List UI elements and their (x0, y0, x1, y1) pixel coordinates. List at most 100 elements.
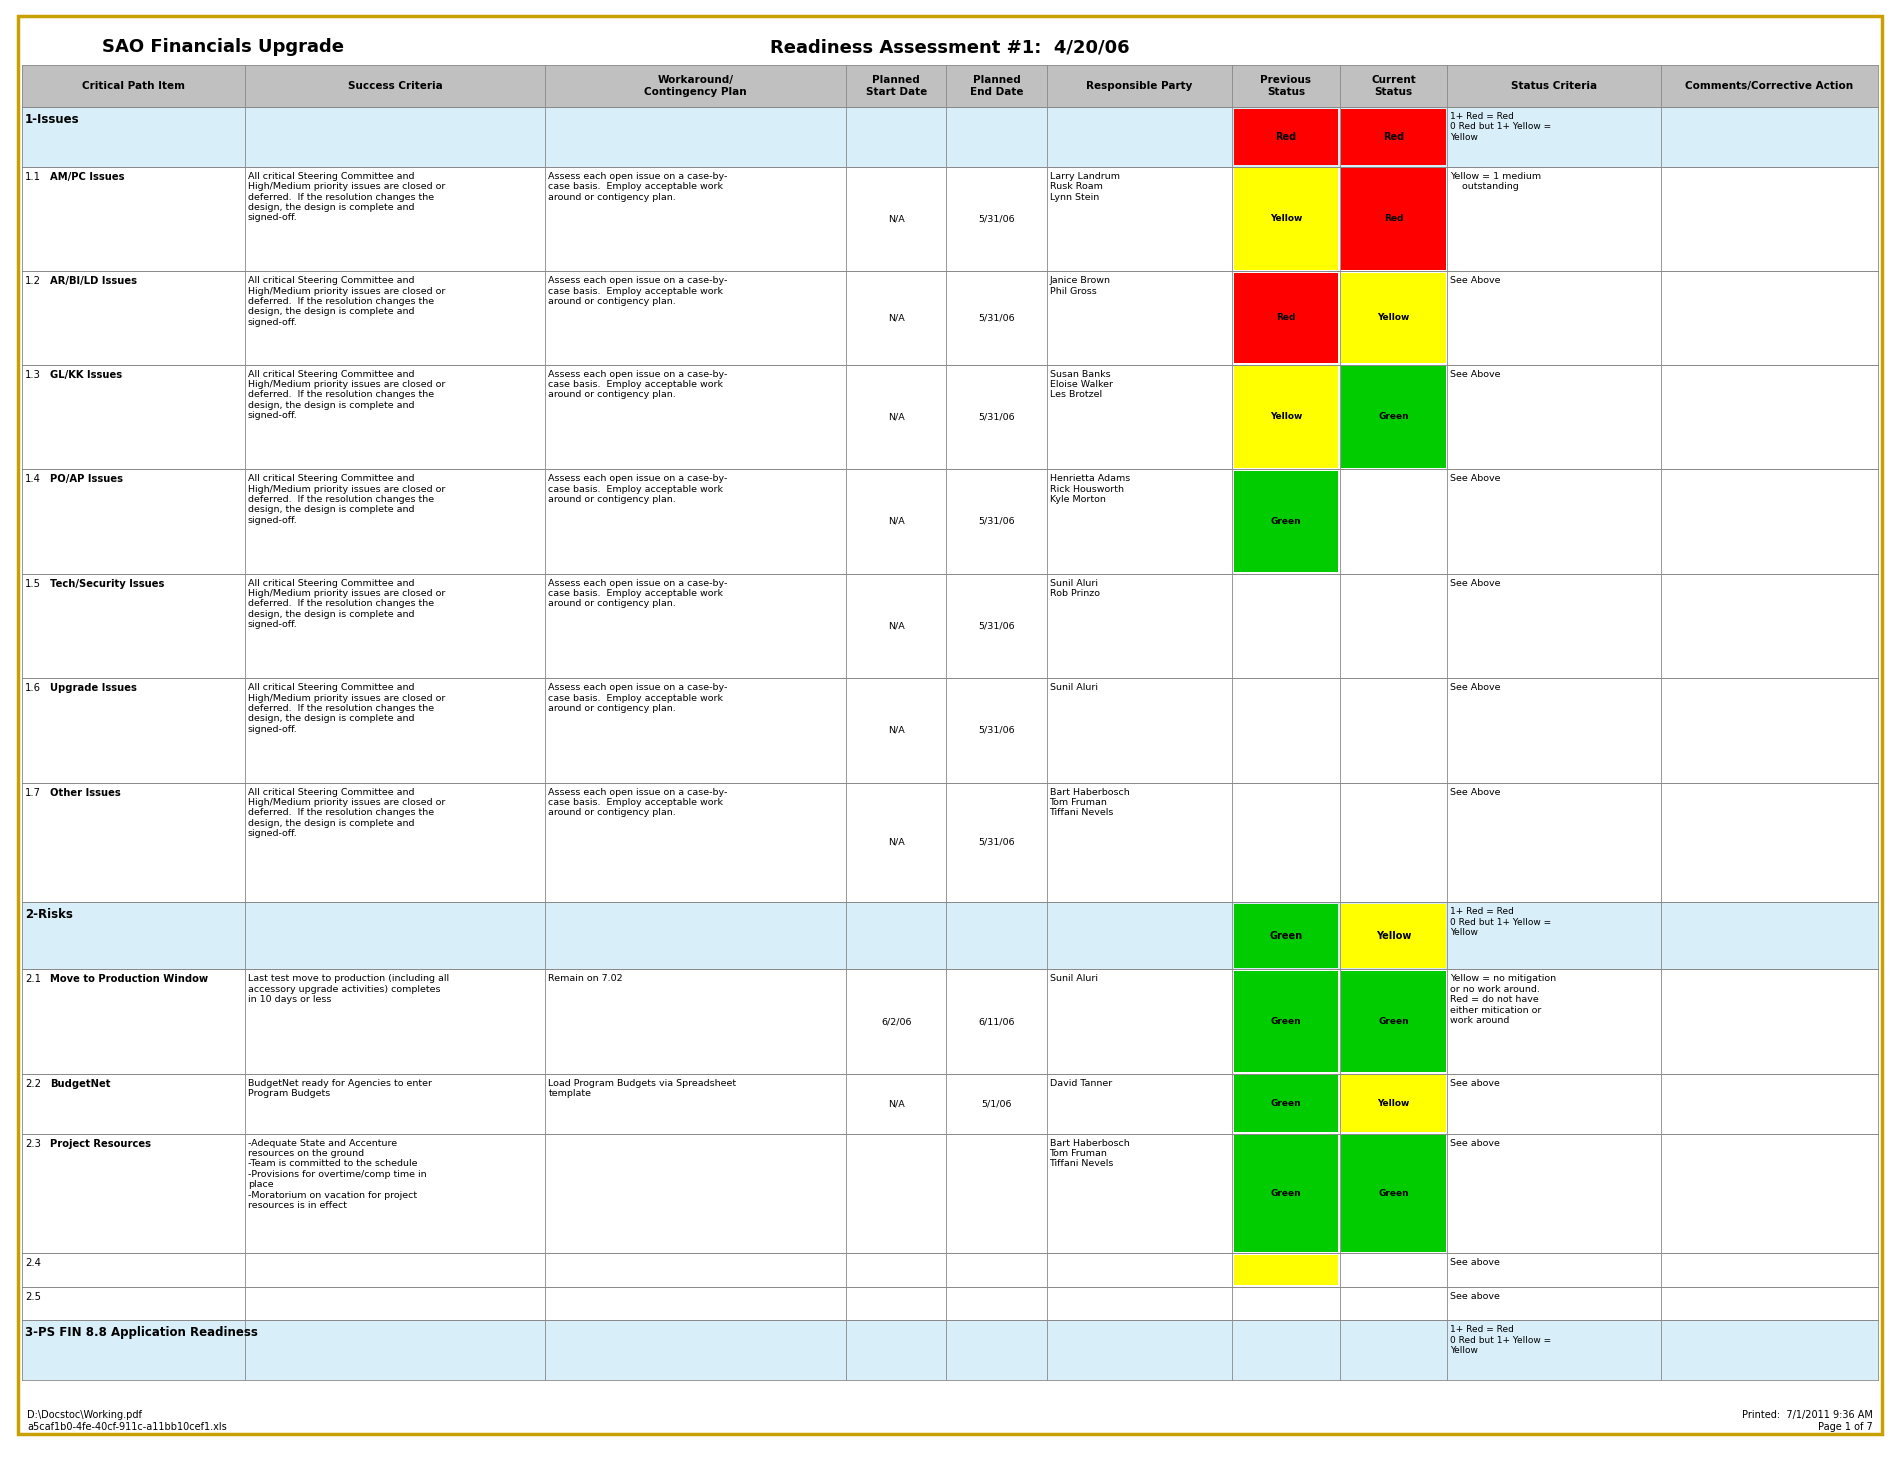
Text: 2.4: 2.4 (25, 1258, 42, 1269)
Text: Yellow: Yellow (1269, 215, 1302, 223)
Text: Sunil Aluri: Sunil Aluri (1049, 975, 1098, 983)
Text: 1.5: 1.5 (25, 579, 42, 588)
Bar (23, 903, 1877, 969)
Bar (23, 1252, 1877, 1286)
Text: 5/31/06: 5/31/06 (978, 313, 1015, 322)
Text: Yellow: Yellow (1376, 931, 1412, 941)
Text: See above: See above (1450, 1292, 1501, 1301)
Text: Planned
Start Date: Planned Start Date (866, 75, 927, 97)
Text: 6/11/06: 6/11/06 (978, 1017, 1015, 1026)
Bar (1341, 904, 1446, 967)
Text: 2.2: 2.2 (25, 1079, 42, 1089)
Text: N/A: N/A (887, 215, 904, 223)
Text: PO/AP Issues: PO/AP Issues (49, 475, 124, 484)
Text: Janice Brown
Phil Gross: Janice Brown Phil Gross (1049, 276, 1110, 295)
Text: See Above: See Above (1450, 369, 1501, 379)
Text: N/A: N/A (887, 838, 904, 847)
Text: -Adequate State and Accenture
resources on the ground
-Team is committed to the : -Adequate State and Accenture resources … (247, 1139, 426, 1210)
Text: 3-PS FIN 8.8 Application Readiness: 3-PS FIN 8.8 Application Readiness (25, 1326, 258, 1339)
Bar (1341, 273, 1446, 363)
Text: Yellow: Yellow (1269, 413, 1302, 422)
Bar (1341, 366, 1446, 467)
Text: Status Criteria: Status Criteria (1510, 81, 1598, 91)
Text: See Above: See Above (1450, 684, 1501, 692)
Bar (23, 1320, 1877, 1380)
Text: Yellow = 1 medium
    outstanding: Yellow = 1 medium outstanding (1450, 172, 1541, 191)
Text: 6/2/06: 6/2/06 (882, 1017, 912, 1026)
Text: See Above: See Above (1450, 475, 1501, 484)
Text: Bart Haberbosch
Tom Fruman
Tiffani Nevels: Bart Haberbosch Tom Fruman Tiffani Nevel… (1049, 1139, 1129, 1169)
Text: Load Program Budgets via Spreadsheet
template: Load Program Budgets via Spreadsheet tem… (549, 1079, 737, 1098)
Bar (23, 166, 1877, 272)
Text: Planned
End Date: Planned End Date (969, 75, 1024, 97)
Text: All critical Steering Committee and
High/Medium priority issues are closed or
de: All critical Steering Committee and High… (247, 172, 445, 222)
Text: Green: Green (1271, 1100, 1302, 1108)
Text: 1+ Red = Red
0 Red but 1+ Yellow =
Yellow: 1+ Red = Red 0 Red but 1+ Yellow = Yello… (1450, 907, 1552, 936)
Text: D:\Docstoc\Working.pdf
a5caf1b0-4fe-40cf-911c-a11bb10cef1.xls: D:\Docstoc\Working.pdf a5caf1b0-4fe-40cf… (27, 1410, 226, 1432)
Text: Project Resources: Project Resources (49, 1139, 150, 1148)
Text: BudgetNet ready for Agencies to enter
Program Budgets: BudgetNet ready for Agencies to enter Pr… (247, 1079, 431, 1098)
Text: Responsible Party: Responsible Party (1087, 81, 1193, 91)
Text: Printed:  7/1/2011 9:36 AM
Page 1 of 7: Printed: 7/1/2011 9:36 AM Page 1 of 7 (1742, 1410, 1873, 1432)
Text: Assess each open issue on a case-by-
case basis.  Employ acceptable work
around : Assess each open issue on a case-by- cas… (549, 579, 728, 609)
Text: Larry Landrum
Rusk Roam
Lynn Stein: Larry Landrum Rusk Roam Lynn Stein (1049, 172, 1119, 201)
Text: Assess each open issue on a case-by-
case basis.  Employ acceptable work
around : Assess each open issue on a case-by- cas… (549, 475, 728, 504)
Text: Bart Haberbosch
Tom Fruman
Tiffani Nevels: Bart Haberbosch Tom Fruman Tiffani Nevel… (1049, 788, 1129, 817)
Text: 5/1/06: 5/1/06 (980, 1100, 1011, 1108)
Text: N/A: N/A (887, 413, 904, 422)
Text: Other Issues: Other Issues (49, 788, 122, 798)
Text: Move to Production Window: Move to Production Window (49, 975, 209, 985)
Bar (23, 678, 1877, 782)
Text: Henrietta Adams
Rick Housworth
Kyle Morton: Henrietta Adams Rick Housworth Kyle Mort… (1049, 475, 1130, 504)
Text: Readiness Assessment #1:  4/20/06: Readiness Assessment #1: 4/20/06 (770, 38, 1130, 56)
Text: AM/PC Issues: AM/PC Issues (49, 172, 125, 182)
Text: 1.3: 1.3 (25, 369, 42, 379)
Text: Last test move to production (including all
accessory upgrade activities) comple: Last test move to production (including … (247, 975, 448, 1004)
Text: Tech/Security Issues: Tech/Security Issues (49, 579, 165, 588)
Bar (1233, 904, 1338, 967)
Text: All critical Steering Committee and
High/Medium priority issues are closed or
de: All critical Steering Committee and High… (247, 475, 445, 525)
Bar (23, 1133, 1877, 1252)
Text: Yellow: Yellow (1378, 1100, 1410, 1108)
Text: 2-Risks: 2-Risks (25, 908, 72, 922)
Bar (1233, 1135, 1338, 1251)
Text: Yellow: Yellow (1378, 313, 1410, 322)
Text: See Above: See Above (1450, 579, 1501, 588)
Text: All critical Steering Committee and
High/Medium priority issues are closed or
de: All critical Steering Committee and High… (247, 684, 445, 734)
Bar (1233, 970, 1338, 1073)
Text: Green: Green (1378, 413, 1410, 422)
Bar (1233, 168, 1338, 270)
Text: Green: Green (1271, 1017, 1302, 1026)
Text: GL/KK Issues: GL/KK Issues (49, 369, 122, 379)
Text: Sunil Aluri: Sunil Aluri (1049, 684, 1098, 692)
Text: Red: Red (1277, 313, 1296, 322)
Bar (1233, 1254, 1338, 1285)
Text: See above: See above (1450, 1258, 1501, 1267)
Text: 2.1: 2.1 (25, 975, 42, 985)
Text: 1.7: 1.7 (25, 788, 42, 798)
Bar (1341, 1135, 1446, 1251)
Text: Green: Green (1378, 1189, 1410, 1198)
Text: Green: Green (1271, 517, 1302, 526)
Text: AR/BI/LD Issues: AR/BI/LD Issues (49, 276, 137, 287)
Text: All critical Steering Committee and
High/Medium priority issues are closed or
de: All critical Steering Committee and High… (247, 369, 445, 420)
Text: Green: Green (1269, 931, 1303, 941)
Bar (23, 573, 1877, 678)
Bar (23, 469, 1877, 573)
Bar (23, 969, 1877, 1075)
Text: 5/31/06: 5/31/06 (978, 517, 1015, 526)
Text: Red: Red (1275, 132, 1296, 143)
Text: See above: See above (1450, 1139, 1501, 1148)
Text: All critical Steering Committee and
High/Medium priority issues are closed or
de: All critical Steering Committee and High… (247, 579, 445, 629)
Text: Green: Green (1378, 1017, 1410, 1026)
Text: 1+ Red = Red
0 Red but 1+ Yellow =
Yellow: 1+ Red = Red 0 Red but 1+ Yellow = Yello… (1450, 1326, 1552, 1355)
Text: 1-Issues: 1-Issues (25, 113, 80, 126)
Text: See above: See above (1450, 1079, 1501, 1088)
Text: Red: Red (1383, 215, 1404, 223)
Bar (1233, 470, 1338, 572)
Text: 1.2: 1.2 (25, 276, 42, 287)
Text: N/A: N/A (887, 622, 904, 631)
Text: Critical Path Item: Critical Path Item (82, 81, 184, 91)
Text: N/A: N/A (887, 517, 904, 526)
Text: 5/31/06: 5/31/06 (978, 838, 1015, 847)
